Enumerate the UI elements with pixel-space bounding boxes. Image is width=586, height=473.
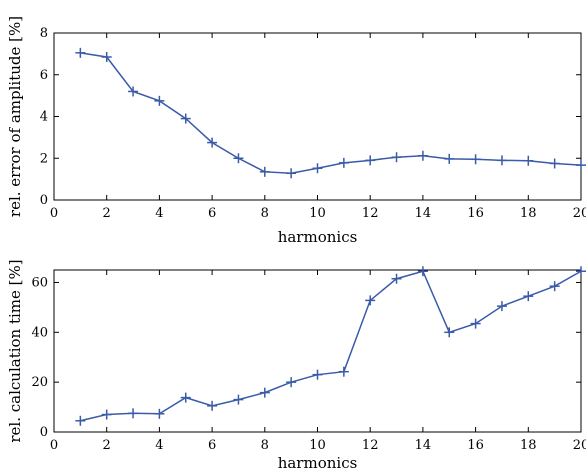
data-point: [259, 387, 270, 398]
x-tick-label: 4: [155, 438, 163, 453]
data-point: [417, 266, 428, 277]
data-point: [470, 318, 481, 329]
data-point: [444, 153, 455, 164]
y-axis-label: rel. error of amplitude [%]: [6, 16, 24, 217]
data-point: [444, 327, 455, 338]
data-point: [365, 155, 376, 166]
y-tick-label: 60: [31, 275, 48, 290]
data-point: [128, 408, 139, 419]
y-tick-label: 8: [40, 26, 48, 41]
data-point: [549, 281, 560, 292]
y-tick-label: 0: [40, 425, 48, 440]
x-tick-label: 12: [362, 206, 379, 221]
data-point: [128, 86, 139, 97]
x-tick-label: 12: [362, 438, 379, 453]
x-tick-label: 10: [309, 438, 326, 453]
data-point: [576, 266, 586, 277]
data-point: [338, 157, 349, 168]
series-line: [80, 52, 582, 175]
series-line: [80, 270, 582, 422]
data-point: [207, 137, 218, 148]
x-tick-label: 0: [50, 206, 58, 221]
x-tick-label: 18: [520, 438, 537, 453]
data-point: [180, 113, 191, 124]
data-point: [391, 152, 402, 163]
chart-1: 0 2 4 6 8 10 12 14 16 18 20 0 2 4 6 8 harmonics rel. erro…: [6, 16, 586, 246]
x-tick-label: 8: [261, 438, 269, 453]
y-tick-label: 20: [31, 375, 48, 390]
data-point: [576, 160, 586, 171]
data-point: [259, 166, 270, 177]
data-point: [470, 154, 481, 165]
y-tick-label: 4: [40, 110, 48, 125]
data-point: [312, 369, 323, 380]
x-tick-label: 20: [573, 206, 586, 221]
data-point: [286, 377, 297, 388]
data-point: [233, 394, 244, 405]
plot-frame: [53, 32, 582, 201]
data-point: [101, 409, 112, 420]
data-point: [312, 163, 323, 174]
data-point: [391, 273, 402, 284]
x-tick-label: 2: [103, 438, 111, 453]
x-axis-label: harmonics: [278, 228, 358, 246]
chart-2: 0 2 4 6 8 10 12 14 16 18 20 0 20 40 60 harmonics rel. ca…: [6, 259, 586, 472]
data-point: [417, 150, 428, 161]
y-tick-label: 2: [40, 151, 48, 166]
x-tick-label: 2: [103, 206, 111, 221]
x-tick-label: 16: [467, 206, 484, 221]
data-point: [549, 158, 560, 169]
data-point: [523, 291, 534, 302]
data-point: [496, 155, 507, 166]
x-tick-label: 8: [261, 206, 269, 221]
x-tick-label: 10: [309, 206, 326, 221]
data-point: [496, 301, 507, 312]
x-tick-label: 6: [208, 206, 216, 221]
data-point: [286, 168, 297, 179]
plot-frame: [53, 269, 582, 433]
x-tick-label: 14: [415, 438, 432, 453]
x-tick-label: 6: [208, 438, 216, 453]
data-point: [75, 47, 86, 58]
y-axis-label: rel. calculation time [%]: [6, 259, 24, 442]
x-tick-label: 16: [467, 438, 484, 453]
x-tick-label: 20: [573, 438, 586, 453]
data-point: [101, 52, 112, 63]
y-tick-label: 6: [40, 68, 48, 83]
data-point: [207, 400, 218, 411]
data-point: [523, 155, 534, 166]
x-tick-label: 18: [520, 206, 537, 221]
x-tick-label: 0: [50, 438, 58, 453]
y-tick-label: 0: [40, 193, 48, 208]
x-tick-label: 14: [415, 206, 432, 221]
y-tick-label: 40: [31, 325, 48, 340]
data-point: [180, 392, 191, 403]
data-point: [233, 153, 244, 164]
data-point: [154, 408, 165, 419]
x-tick-label: 4: [155, 206, 163, 221]
x-axis-label: harmonics: [278, 454, 358, 472]
data-point: [365, 295, 376, 306]
data-point: [154, 95, 165, 106]
data-point: [75, 415, 86, 426]
data-point: [338, 366, 349, 377]
